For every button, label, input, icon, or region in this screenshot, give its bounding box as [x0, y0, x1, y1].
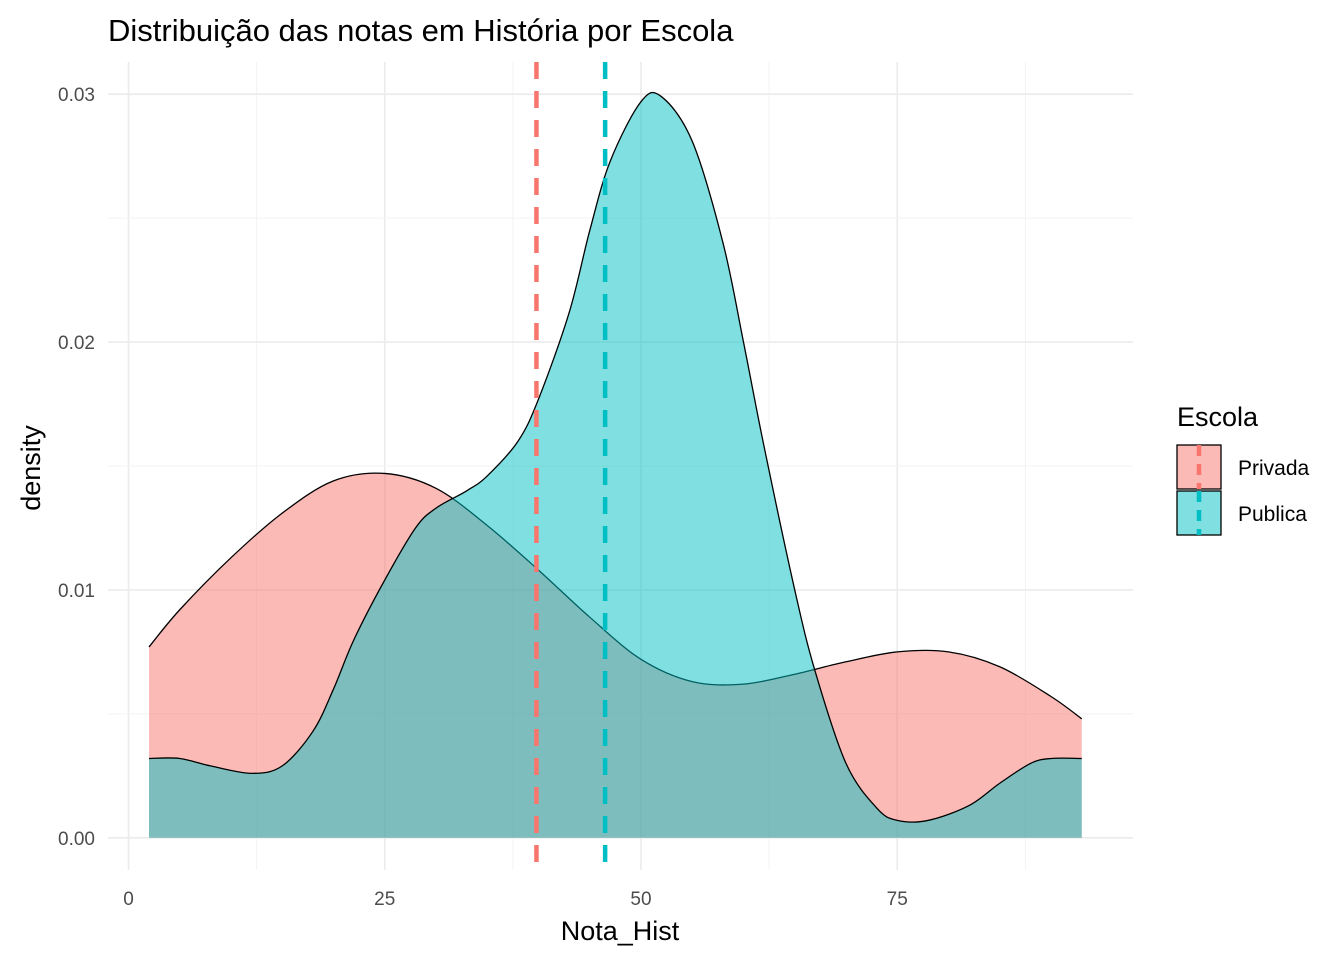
y-tick-label: 0.02 — [58, 333, 95, 354]
x-tick-label: 75 — [887, 889, 908, 910]
x-tick-label: 0 — [123, 889, 134, 910]
mean-lines — [534, 62, 608, 870]
legend-title: Escola — [1177, 402, 1259, 432]
x-axis-ticks: 0 25 50 75 — [123, 889, 908, 910]
density-areas — [148, 91, 1083, 838]
y-tick-label: 0.01 — [58, 581, 95, 602]
legend: Escola Privada Publica — [1176, 402, 1310, 536]
density-curve-publica — [148, 91, 1082, 823]
x-tick-label: 50 — [630, 889, 651, 910]
y-axis-title: density — [16, 425, 46, 511]
x-tick-label: 25 — [374, 889, 395, 910]
density-area-publica — [149, 92, 1082, 838]
y-tick-label: 0.03 — [58, 85, 95, 106]
legend-label-privada: Privada — [1238, 457, 1310, 480]
y-tick-label: 0.00 — [58, 829, 95, 850]
x-axis-title: Nota_Hist — [561, 916, 680, 946]
legend-label-publica: Publica — [1238, 503, 1307, 526]
chart-title: Distribuição das notas em História por E… — [108, 13, 734, 48]
y-axis-ticks: 0.00 0.01 0.02 0.03 — [58, 85, 95, 850]
